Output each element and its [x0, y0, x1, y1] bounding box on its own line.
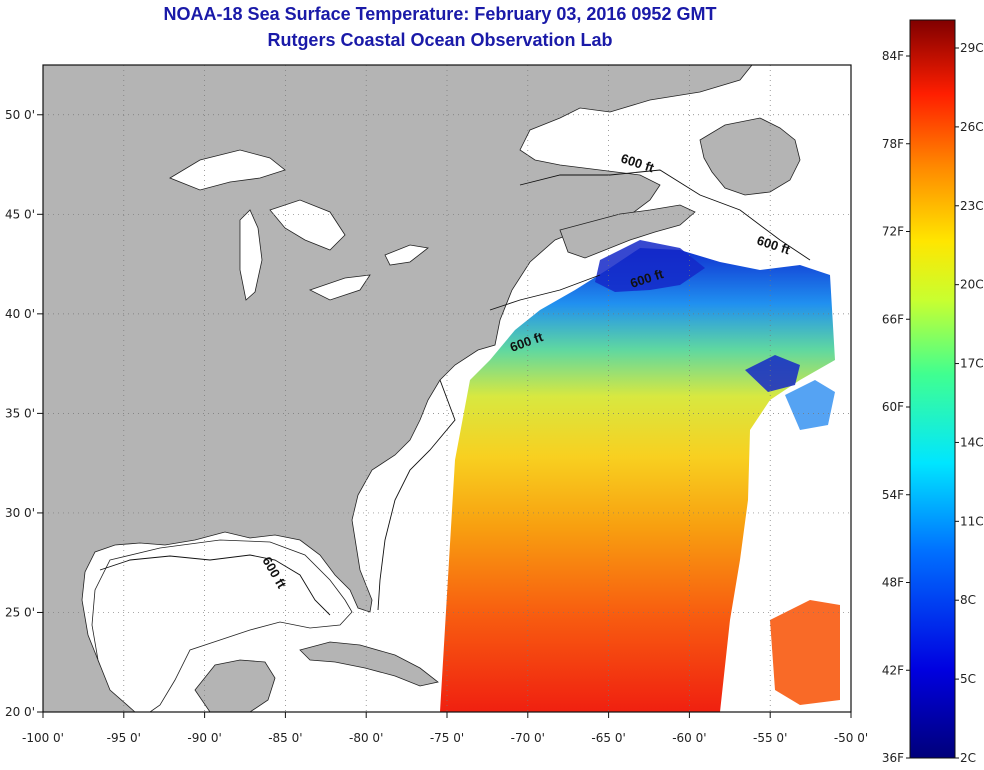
colorbar-c-label: 17C: [960, 357, 984, 371]
cold-water-patch: [595, 240, 705, 292]
lon-tick-label: -50 0': [834, 731, 868, 745]
lat-tick-label: 35 0': [5, 406, 35, 420]
newfoundland-land: [699, 117, 801, 196]
colorbar-c-label: 5C: [960, 672, 976, 686]
colorbar-c-label: 26C: [960, 120, 984, 134]
lat-tick-label: 25 0': [5, 605, 35, 619]
colorbar-c-label: 29C: [960, 41, 984, 55]
colorbar-f-label: 48F: [882, 576, 904, 590]
lon-tick-label: -95 0': [107, 731, 141, 745]
latitude-axis: 20 0' 25 0' 30 0' 35 0' 40 0' 45 0' 50 0': [5, 108, 43, 719]
lon-tick-label: -60 0': [672, 731, 706, 745]
lat-tick-label: 45 0': [5, 207, 35, 221]
lat-tick-label: 40 0': [5, 307, 35, 321]
cold-water-patch-2: [745, 355, 800, 392]
colorbar-f-label: 60F: [882, 400, 904, 414]
colorbar-c-label: 20C: [960, 278, 984, 292]
lat-tick-label: 30 0': [5, 506, 35, 520]
great-lakes: [169, 149, 429, 301]
lon-tick-label: -70 0': [511, 731, 545, 745]
map-title: NOAA-18 Sea Surface Temperature: Februar…: [163, 4, 717, 24]
colorbar: [909, 19, 956, 759]
gulf-of-mexico: [91, 539, 353, 712]
map-subtitle: Rutgers Coastal Ocean Observation Lab: [267, 30, 613, 50]
colorbar-fahrenheit-labels: 84F 78F 72F 66F 60F 54F 48F 42F 36F: [882, 49, 910, 765]
colorbar-f-label: 66F: [882, 312, 904, 326]
sst-patches-east: [770, 600, 840, 705]
cuba-land: [299, 641, 439, 687]
lon-tick-label: -85 0': [268, 731, 302, 745]
colorbar-c-label: 23C: [960, 199, 984, 213]
lon-tick-label: -55 0': [753, 731, 787, 745]
sst-swath: [440, 248, 835, 712]
colorbar-c-label: 11C: [960, 514, 984, 528]
colorbar-f-label: 72F: [882, 225, 904, 239]
maritimes-land: [559, 204, 696, 259]
colorbar-celsius-labels: 29C 26C 23C 20C 17C 14C 11C 8C 5C 2C: [955, 41, 984, 765]
lon-tick-label: -80 0': [349, 731, 383, 745]
colorbar-c-label: 14C: [960, 435, 984, 449]
colorbar-c-label: 8C: [960, 593, 976, 607]
lon-tick-label: -75 0': [430, 731, 464, 745]
longitude-axis: -100 0' -95 0' -90 0' -85 0' -80 0' -75 0' -70…: [22, 712, 868, 745]
sst-patches-east-2: [785, 380, 835, 430]
yucatan-land: [194, 659, 276, 712]
600ft-contour: [99, 169, 811, 616]
colorbar-f-label: 54F: [882, 488, 904, 502]
colorbar-f-label: 42F: [882, 663, 904, 677]
lon-tick-label: -90 0': [187, 731, 221, 745]
lon-tick-label: -65 0': [591, 731, 625, 745]
colorbar-f-label: 78F: [882, 137, 904, 151]
colorbar-c-label: 2C: [960, 751, 976, 765]
colorbar-f-label: 84F: [882, 49, 904, 63]
lon-tick-label: -100 0': [22, 731, 64, 745]
lat-tick-label: 50 0': [5, 108, 35, 122]
lat-tick-label: 20 0': [5, 705, 35, 719]
colorbar-f-label: 36F: [882, 751, 904, 765]
